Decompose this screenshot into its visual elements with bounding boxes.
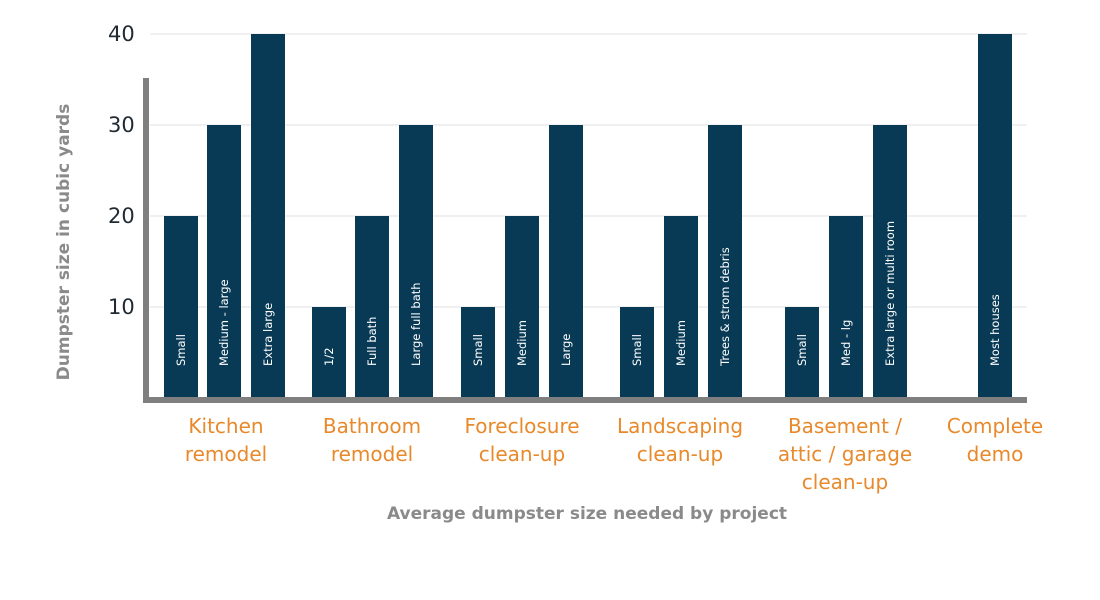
bar-label: Medium xyxy=(674,320,688,366)
axes xyxy=(143,78,1027,403)
bar xyxy=(664,216,698,398)
category-label: Kitchen remodel xyxy=(185,414,267,466)
bar xyxy=(207,125,241,398)
bar xyxy=(461,307,495,398)
bar-label: Small xyxy=(174,334,188,366)
bar xyxy=(873,125,907,398)
bar xyxy=(355,216,389,398)
bar xyxy=(829,216,863,398)
y-tick-label: 10 xyxy=(108,295,135,319)
bar-label: Medium xyxy=(515,320,529,366)
bar-label: Large xyxy=(559,334,573,366)
y-axis-title: Dumpster size in cubic yards xyxy=(54,104,74,381)
category-label: Foreclosure clean-up xyxy=(464,414,579,466)
bar-label: 1/2 xyxy=(322,347,336,366)
bar-label: Small xyxy=(630,334,644,366)
x-axis-title: Average dumpster size needed by project xyxy=(387,504,787,524)
category-labels: Kitchen remodel Bathroom remodel Foreclosure… xyxy=(185,414,1043,494)
bar-label: Small xyxy=(795,334,809,366)
y-tick-label: 20 xyxy=(108,204,135,228)
bar xyxy=(549,125,583,398)
bar-label: Trees & strom debris xyxy=(718,247,732,367)
category-label: Complete demo xyxy=(947,414,1043,466)
bar-label: Small xyxy=(471,334,485,366)
bar-label: Most houses xyxy=(988,294,1002,366)
bar-label: Large full bath xyxy=(409,282,423,366)
bar xyxy=(978,34,1012,398)
bars: Small Medium - large Extra large 1/2 Full ba… xyxy=(164,34,1012,398)
bar xyxy=(251,34,285,398)
y-tick-label: 30 xyxy=(108,113,135,137)
bar xyxy=(399,125,433,398)
category-label: Bathroom remodel xyxy=(323,414,421,466)
bar xyxy=(312,307,346,398)
bar-label: Full bath xyxy=(365,317,379,366)
y-tick-labels: 10 20 30 40 xyxy=(108,22,135,319)
bar-label: Med - lg xyxy=(839,320,853,366)
bar-label: Extra large xyxy=(261,303,275,366)
bar-label: Medium - large xyxy=(217,279,231,366)
bar xyxy=(164,216,198,398)
category-label: Basement / attic / garage clean-up xyxy=(778,414,912,494)
bar xyxy=(785,307,819,398)
bar xyxy=(620,307,654,398)
y-tick-label: 40 xyxy=(108,22,135,46)
bar xyxy=(708,125,742,398)
bar-label: Extra large or multi room xyxy=(883,221,897,366)
bar xyxy=(505,216,539,398)
category-label: Landscaping clean-up xyxy=(617,414,743,466)
